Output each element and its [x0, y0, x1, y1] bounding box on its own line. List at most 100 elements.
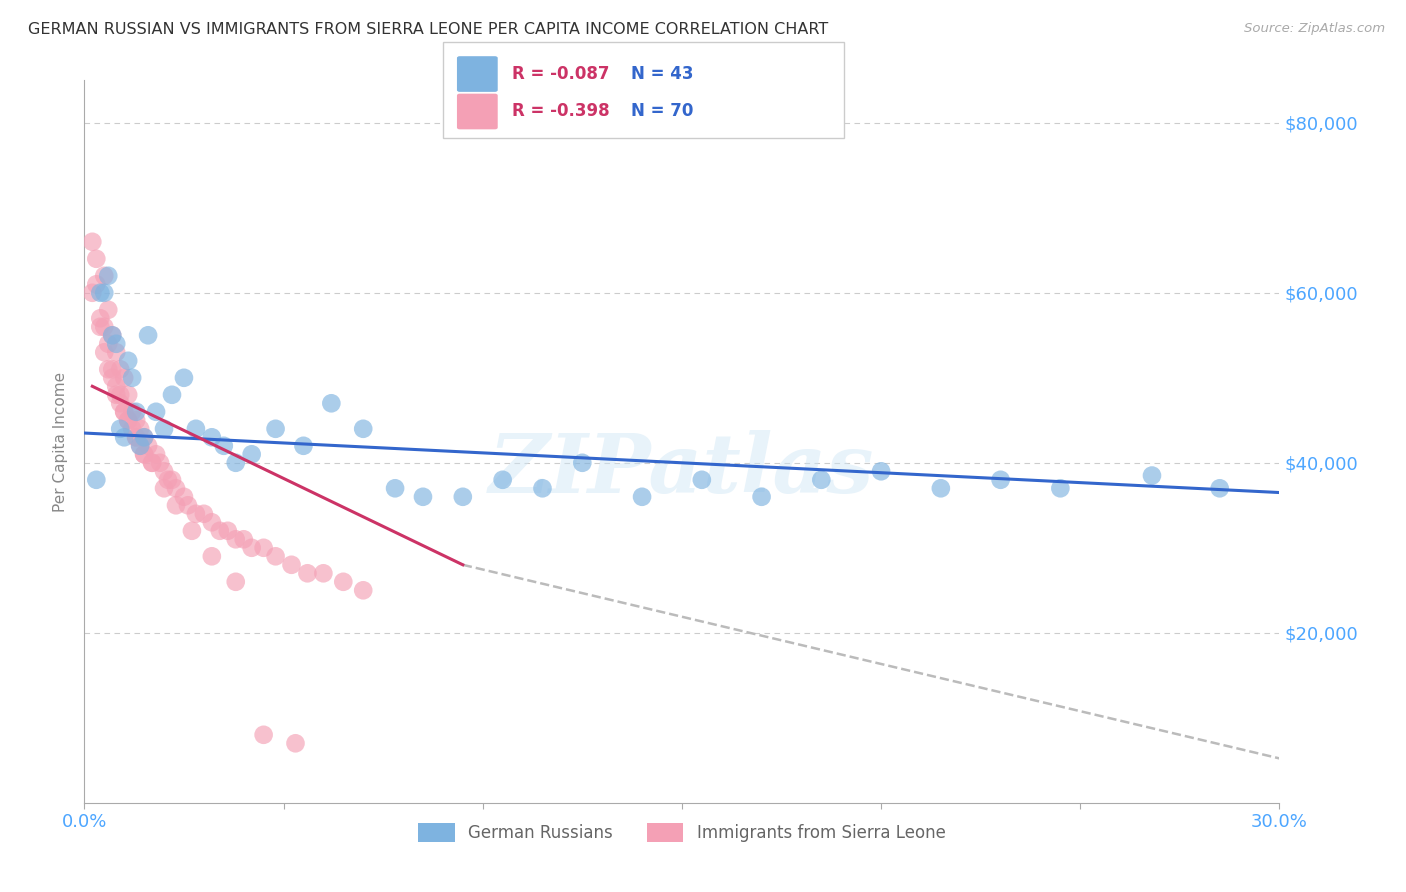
Point [101, 362, 124, 376]
Point [105, 379, 128, 393]
Point [101, 371, 124, 385]
Point [571, 456, 593, 470]
Point [177, 498, 200, 512]
Point [153, 481, 176, 495]
Point [153, 422, 176, 436]
Point [217, 524, 239, 538]
Point [145, 447, 167, 461]
Point [690, 473, 713, 487]
Point [352, 583, 374, 598]
Text: Source: ZipAtlas.com: Source: ZipAtlas.com [1244, 22, 1385, 36]
Point [870, 464, 893, 478]
Point [132, 430, 156, 444]
Point [225, 456, 247, 470]
Point [101, 328, 124, 343]
Point [173, 490, 195, 504]
Point [810, 473, 832, 487]
Point [117, 413, 139, 427]
Point [97, 336, 120, 351]
Point [121, 405, 143, 419]
Point [129, 439, 152, 453]
Point [121, 422, 143, 436]
Point [264, 549, 287, 564]
Point [165, 498, 187, 512]
Point [136, 328, 159, 343]
Point [201, 549, 224, 564]
Point [1140, 468, 1163, 483]
Point [89, 285, 111, 300]
Point [112, 405, 135, 419]
Point [117, 388, 139, 402]
Point [173, 371, 195, 385]
Point [165, 481, 187, 495]
Point [105, 388, 128, 402]
Point [297, 566, 319, 581]
Point [110, 396, 132, 410]
Point [990, 473, 1012, 487]
Point [97, 302, 120, 317]
Point [240, 541, 263, 555]
Point [181, 524, 204, 538]
Point [93, 268, 115, 283]
Point [129, 439, 152, 453]
Point [101, 328, 124, 343]
Point [89, 311, 111, 326]
Point [112, 430, 135, 444]
Point [132, 447, 156, 461]
Point [1209, 481, 1232, 495]
Point [212, 439, 235, 453]
Text: R = -0.087: R = -0.087 [512, 65, 609, 83]
Point [253, 728, 276, 742]
Point [193, 507, 215, 521]
Point [1049, 481, 1071, 495]
Point [86, 473, 108, 487]
Point [141, 456, 163, 470]
Point [312, 566, 335, 581]
Text: ZIPatlas: ZIPatlas [489, 431, 875, 510]
Text: N = 43: N = 43 [631, 65, 693, 83]
Point [225, 574, 247, 589]
Point [184, 507, 207, 521]
Point [89, 319, 111, 334]
Point [125, 413, 148, 427]
Point [929, 481, 952, 495]
Point [240, 447, 263, 461]
Point [352, 422, 374, 436]
Point [208, 524, 231, 538]
Point [86, 252, 108, 266]
Point [157, 473, 180, 487]
Point [153, 464, 176, 478]
Point [531, 481, 554, 495]
Point [132, 447, 156, 461]
Point [125, 405, 148, 419]
Point [253, 541, 276, 555]
Point [232, 533, 254, 547]
Point [184, 422, 207, 436]
Point [141, 456, 163, 470]
Point [82, 235, 104, 249]
Point [93, 319, 115, 334]
Text: GERMAN RUSSIAN VS IMMIGRANTS FROM SIERRA LEONE PER CAPITA INCOME CORRELATION CHA: GERMAN RUSSIAN VS IMMIGRANTS FROM SIERRA… [28, 22, 828, 37]
Point [201, 516, 224, 530]
Legend: German Russians, Immigrants from Sierra Leone: German Russians, Immigrants from Sierra … [412, 816, 952, 848]
Point [149, 456, 172, 470]
Point [225, 533, 247, 547]
Point [86, 277, 108, 292]
Point [136, 439, 159, 453]
Point [284, 736, 307, 750]
Point [125, 430, 148, 444]
Point [110, 388, 132, 402]
Point [125, 430, 148, 444]
Y-axis label: Per Capita Income: Per Capita Income [53, 371, 69, 512]
Point [751, 490, 773, 504]
Point [451, 490, 474, 504]
Point [321, 396, 343, 410]
Point [121, 371, 143, 385]
Point [160, 388, 183, 402]
Point [97, 362, 120, 376]
Text: R = -0.398: R = -0.398 [512, 103, 609, 120]
Point [129, 422, 152, 436]
Point [292, 439, 315, 453]
Point [82, 285, 104, 300]
Point [112, 405, 135, 419]
